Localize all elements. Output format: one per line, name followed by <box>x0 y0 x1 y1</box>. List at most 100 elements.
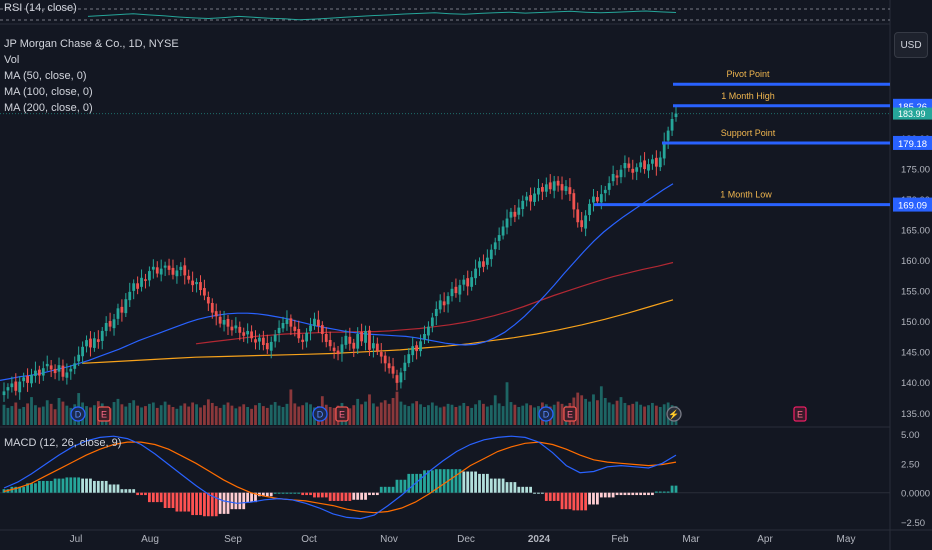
rsi-pane <box>0 8 890 21</box>
candle-body <box>320 325 324 334</box>
macd-histogram-bar <box>442 469 446 493</box>
volume-bar <box>112 402 116 425</box>
ma50-line <box>0 183 674 381</box>
price-levels: Pivot Point 1 Month High Support Point 1 Mo… <box>0 69 890 207</box>
macd-histogram-bar <box>501 478 505 493</box>
volume-bar <box>521 405 525 425</box>
macd-histogram-bar <box>434 469 438 493</box>
candle-body <box>505 218 509 228</box>
volume-bar <box>265 407 269 425</box>
volume-bar <box>151 402 155 425</box>
macd-histogram-bar <box>395 479 399 493</box>
candle-body <box>670 119 674 131</box>
volume-bar <box>537 406 540 425</box>
candle-body <box>218 316 222 324</box>
time-axis-label: Feb <box>611 534 629 545</box>
candle-body <box>85 340 88 347</box>
volume-bar <box>155 407 159 425</box>
candle-body <box>493 242 497 250</box>
volume-bar <box>438 407 442 425</box>
candle-body <box>419 341 422 352</box>
candle-body <box>45 363 49 367</box>
macd-histogram-bar <box>159 492 163 503</box>
time-axis-label: 2024 <box>528 534 551 545</box>
candle-body <box>462 279 466 285</box>
macd-histogram-bar <box>297 492 301 494</box>
candle-body <box>246 330 250 335</box>
candle-body <box>77 354 81 362</box>
macd-histogram-bar <box>450 469 454 493</box>
macd-histogram-bar <box>155 492 159 503</box>
candle-body <box>391 366 395 374</box>
currency-button[interactable]: USD <box>894 32 928 58</box>
time-axis-label: Dec <box>457 534 475 545</box>
macd-histogram-bar <box>372 492 375 496</box>
volume-bar <box>525 403 529 425</box>
macd-histogram-bar <box>234 492 238 510</box>
candle-body <box>175 270 179 277</box>
time-axis-label: Aug <box>141 534 159 545</box>
macd-histogram-bar <box>603 492 607 498</box>
level-tag <box>893 135 932 150</box>
macd-legend: MACD (12, 26, close, 9) <box>4 437 122 449</box>
macd-histogram-bar <box>124 489 128 493</box>
candle-body <box>427 326 430 336</box>
time-axis: Jul Aug Sep Oct Nov Dec 2024 Feb Mar Apr May <box>70 534 856 545</box>
macd-histogram-bar <box>254 492 257 503</box>
candle-body <box>592 196 595 203</box>
macd-histogram-bar <box>305 492 308 496</box>
volume-bar <box>348 408 352 425</box>
volume-bar <box>615 400 619 425</box>
price-tick-label: 135.00 <box>901 409 930 420</box>
macd-histogram-bar <box>419 473 422 493</box>
candle-body <box>430 317 434 327</box>
macd-histogram-bar <box>140 492 143 496</box>
candle-body <box>513 211 517 217</box>
candle-body <box>18 381 22 393</box>
candle-body <box>155 267 159 274</box>
volume-bar <box>658 407 662 425</box>
candle-body <box>450 288 454 297</box>
volume-bar <box>430 402 434 425</box>
macd-histogram-bar <box>104 480 108 493</box>
macd-histogram-bar <box>281 492 285 494</box>
macd-pane: 5.00 2.50 0.0000 −2.50 <box>0 430 930 529</box>
ma50-legend: MA (50, close, 0) <box>4 70 87 82</box>
candle-body <box>639 162 643 168</box>
candle-body <box>525 196 529 201</box>
candle-body <box>73 363 77 369</box>
macd-histogram-bar <box>273 492 277 494</box>
macd-histogram-bar <box>120 489 124 493</box>
macd-histogram-bar <box>210 492 214 517</box>
time-axis-label: Mar <box>682 534 700 545</box>
time-axis-label: May <box>837 534 856 545</box>
macd-tick-label: −2.50 <box>901 518 925 529</box>
volume-bar <box>49 403 53 425</box>
volume-bar <box>285 403 289 425</box>
macd-histogram-bar <box>474 471 477 493</box>
volume-bar <box>124 406 128 425</box>
macd-histogram-bar <box>615 492 619 496</box>
volume-bar <box>619 397 623 425</box>
candle-body <box>411 346 415 356</box>
volume-bar <box>45 400 49 425</box>
volume-bar <box>375 406 379 425</box>
candle-body <box>423 333 426 340</box>
macd-histogram-bar <box>666 491 670 493</box>
macd-histogram-bar <box>108 484 112 493</box>
macd-histogram-bar <box>218 492 222 514</box>
macd-histogram-bar <box>623 492 627 496</box>
candle-body <box>540 187 544 192</box>
macd-histogram-bar <box>22 486 26 493</box>
candle-body <box>517 207 521 215</box>
volume-bar <box>383 400 387 425</box>
volume-bar <box>22 407 26 425</box>
candle-body <box>344 335 348 345</box>
candle-body <box>623 162 627 169</box>
candle-body <box>10 383 14 388</box>
time-axis-label: Oct <box>301 534 317 545</box>
price-tick-label: 175.00 <box>901 164 930 175</box>
candle-body <box>596 197 599 202</box>
